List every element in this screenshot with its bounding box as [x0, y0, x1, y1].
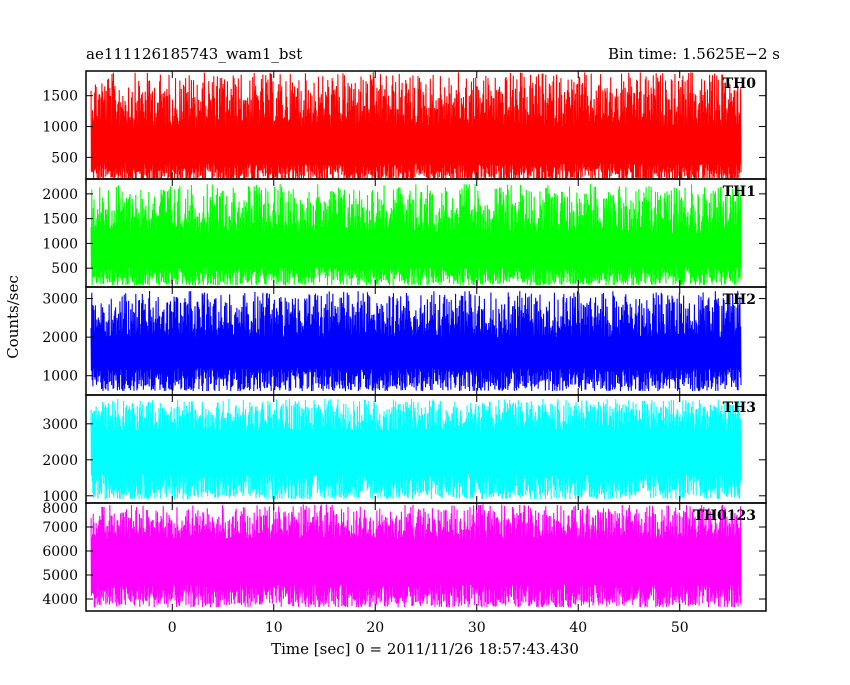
x-tick-label: 10: [265, 620, 283, 636]
panel-label-th1: TH1: [723, 184, 756, 200]
x-axis-label: Time [sec] 0 = 2011/11/26 18:57:43.430: [271, 640, 579, 658]
y-tick-label: 6000: [42, 544, 78, 560]
panel-th2: 1000 2000 3000 TH2: [42, 286, 767, 396]
panel-label-th0123: TH0123: [693, 508, 756, 524]
y-tick-label: 3000: [42, 292, 78, 308]
y-tick-label: 1000: [42, 369, 78, 385]
series-band-th0: [91, 126, 741, 164]
y-tick-label: 1000: [42, 120, 78, 136]
x-tick-label: 30: [468, 620, 486, 636]
x-tick-label: 0: [168, 620, 177, 636]
series-band-th1: [91, 233, 741, 268]
y-axis-label: Counts/sec: [4, 275, 22, 359]
y-tick-label: 3000: [42, 417, 78, 433]
y-tick-label: 8000: [42, 501, 78, 517]
y-tick-label: 1000: [42, 236, 78, 252]
y-tick-label: 1500: [42, 212, 78, 228]
y-tick-label: 2000: [42, 187, 78, 203]
panel-th0: 500 1000 1500 TH0: [42, 70, 767, 180]
panel-th1: 500 1000 1500 2000 TH1: [42, 178, 767, 288]
series-band-th3: [91, 431, 741, 475]
y-tick-label: 500: [51, 261, 78, 277]
y-tick-label: 4000: [42, 592, 78, 608]
x-tick-label: 20: [366, 620, 384, 636]
bin-time-label: Bin time: 1.5625E−2 s: [608, 45, 780, 63]
panel-th3: 1000 2000 3000 TH3: [42, 394, 767, 505]
y-tick-label: 500: [51, 150, 78, 166]
x-tick-label: 40: [569, 620, 587, 636]
panel-label-th2: TH2: [723, 292, 756, 308]
series-band-th0123: [91, 539, 741, 585]
x-tick-label: 50: [671, 620, 689, 636]
panel-label-th0: TH0: [723, 76, 757, 92]
panel-label-th3: TH3: [723, 400, 756, 416]
y-tick-label: 7000: [42, 520, 78, 536]
panel-frame-th0123: [85, 502, 767, 612]
chart-title: ae111126185743_wam1_bst: [86, 45, 302, 63]
y-tick-label: 5000: [42, 568, 78, 584]
y-tick-label: 2000: [42, 330, 78, 346]
y-tick-label: 1000: [42, 489, 78, 505]
y-tick-label: 2000: [42, 453, 78, 469]
panel-th0123: 4000 5000 6000 7000 8000 TH0123: [42, 501, 767, 612]
y-tick-label: 1500: [42, 89, 78, 105]
series-band-th2: [91, 337, 741, 368]
